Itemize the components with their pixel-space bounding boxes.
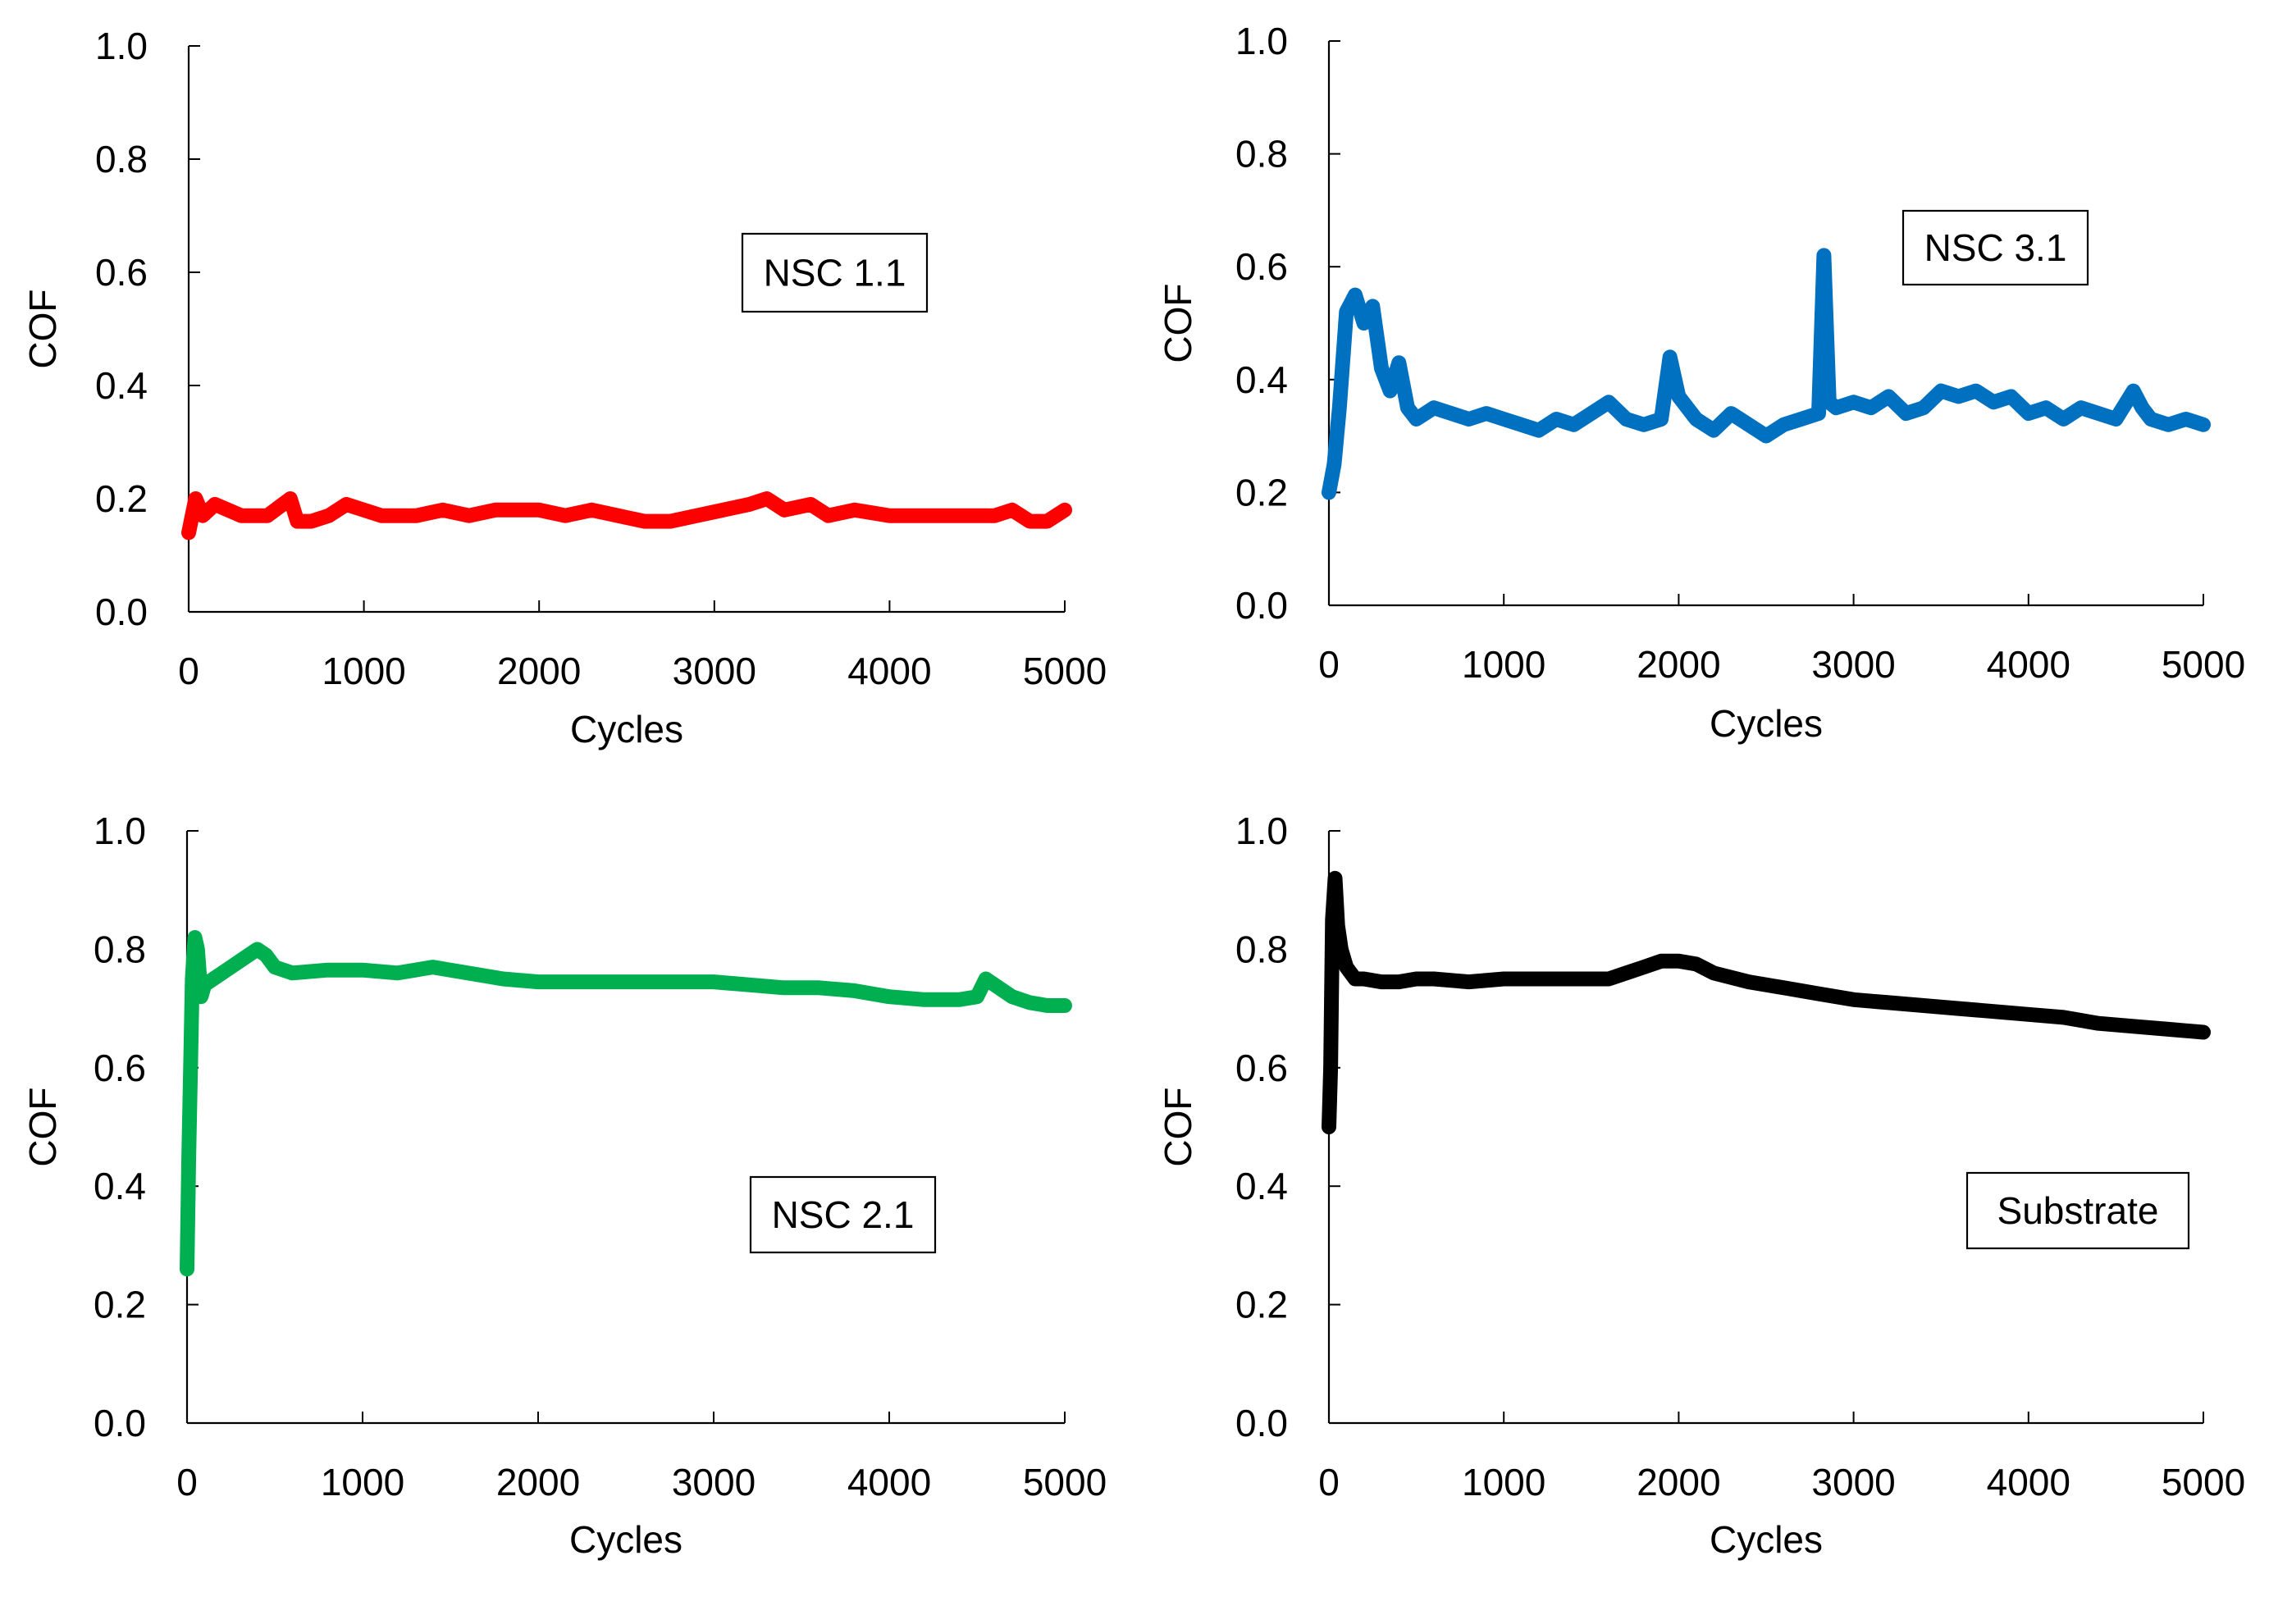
- y-tick-label: 0.8: [1235, 928, 1288, 970]
- x-tick-label: 0: [1318, 1461, 1340, 1503]
- y-tick-label: 0.6: [1235, 245, 1288, 288]
- x-tick-label: 3000: [672, 1461, 756, 1503]
- y-tick-label: 0.8: [95, 138, 148, 180]
- x-tick-label: 3000: [1811, 643, 1895, 686]
- y-tick-label: 0.0: [1235, 1402, 1288, 1444]
- y-tick-label: 1.0: [95, 25, 148, 67]
- x-tick-label: 0: [176, 1461, 198, 1503]
- y-tick-label: 1.0: [1235, 810, 1288, 852]
- series-label-text: NSC 3.1: [1924, 226, 2067, 269]
- y-tick-label: 1.0: [94, 810, 146, 852]
- y-tick-label: 0.6: [1235, 1047, 1288, 1089]
- y-axis-title: COF: [1157, 283, 1199, 363]
- x-axis-title: Cycles: [569, 1518, 683, 1561]
- x-tick-label: 3000: [673, 650, 756, 692]
- y-tick-label: 0.4: [1235, 1165, 1288, 1207]
- x-tick-label: 5000: [2162, 643, 2245, 686]
- y-axis-title: COF: [21, 1087, 64, 1166]
- y-tick-label: 0.2: [1235, 471, 1288, 513]
- series-line-nsc-1-1: [181, 491, 1072, 541]
- series-label-box: [741, 232, 929, 313]
- y-tick-label: 0.2: [1235, 1284, 1288, 1326]
- x-tick-label: 4000: [847, 1461, 931, 1503]
- y-tick-label: 0.4: [1235, 358, 1288, 401]
- x-tick-label: 1000: [1462, 643, 1545, 686]
- series-label-box: [749, 1175, 937, 1254]
- series-line-nsc-2-1: [180, 930, 1072, 1277]
- x-tick-label: 0: [1318, 643, 1340, 686]
- chart-panel-2: 0.0 0.2 0.4 0.6 0.8 1.0 0 1000 2000 3000 4000 5000 C…: [1157, 20, 2245, 745]
- chart-panel-3: 0.0 0.2 0.4 0.6 0.8 1.0 0 1000 2000 3000 4000 5000 C…: [21, 810, 1107, 1561]
- series-line-substrate: [1322, 870, 2211, 1134]
- x-axis-title: Cycles: [570, 708, 683, 750]
- x-axis-title: Cycles: [1710, 1518, 1823, 1561]
- x-tick-label: 1000: [321, 1461, 404, 1503]
- chart-panel-4: 0.0 0.2 0.4 0.6 0.8 1.0 0 1000 2000 3000 4000 5000 C…: [1157, 810, 2245, 1561]
- x-tick-label: 4000: [847, 650, 931, 692]
- x-tick-label: 3000: [1811, 1461, 1895, 1503]
- x-tick-label: 2000: [1637, 643, 1720, 686]
- x-tick-label: 2000: [496, 1461, 580, 1503]
- y-tick-label: 0.0: [95, 591, 148, 633]
- x-tick-label: 1000: [322, 650, 405, 692]
- x-tick-label: 0: [178, 650, 199, 692]
- series-label-box: [1901, 209, 2089, 286]
- y-tick-label: 0.2: [95, 477, 148, 520]
- x-tick-label: 2000: [1637, 1461, 1720, 1503]
- series-line-nsc-3-1: [1322, 248, 2211, 500]
- y-tick-label: 1.0: [1235, 20, 1288, 62]
- y-tick-label: 0.0: [1235, 584, 1288, 627]
- x-tick-label: 1000: [1462, 1461, 1545, 1503]
- y-tick-label: 0.6: [94, 1047, 146, 1089]
- x-axis-title: Cycles: [1710, 702, 1823, 745]
- chart-panel-1: 0.0 0.2 0.4 0.6 0.8 1.0 0 1000 2000 3000 4000 5000 C…: [21, 25, 1107, 750]
- x-tick-label: 5000: [2162, 1461, 2245, 1503]
- y-tick-label: 0.0: [94, 1402, 146, 1444]
- x-tick-label: 2000: [497, 650, 581, 692]
- x-tick-label: 5000: [1023, 650, 1107, 692]
- x-tick-label: 4000: [1987, 643, 2070, 686]
- series-label-text: NSC 2.1: [772, 1193, 915, 1236]
- y-tick-label: 0.8: [1235, 133, 1288, 176]
- y-tick-label: 0.4: [94, 1165, 146, 1207]
- x-tick-label: 5000: [1023, 1461, 1107, 1503]
- series-label-text: NSC 1.1: [764, 252, 906, 294]
- y-axis-title: COF: [1157, 1087, 1199, 1166]
- y-tick-label: 0.8: [94, 928, 146, 970]
- series-label-box: [1965, 1171, 2190, 1250]
- y-axis-title: COF: [21, 289, 64, 368]
- y-tick-label: 0.2: [94, 1284, 146, 1326]
- series-label-text: Substrate: [1997, 1189, 2159, 1232]
- y-tick-label: 0.4: [95, 364, 148, 407]
- x-tick-label: 4000: [1987, 1461, 2070, 1503]
- y-tick-label: 0.6: [95, 251, 148, 294]
